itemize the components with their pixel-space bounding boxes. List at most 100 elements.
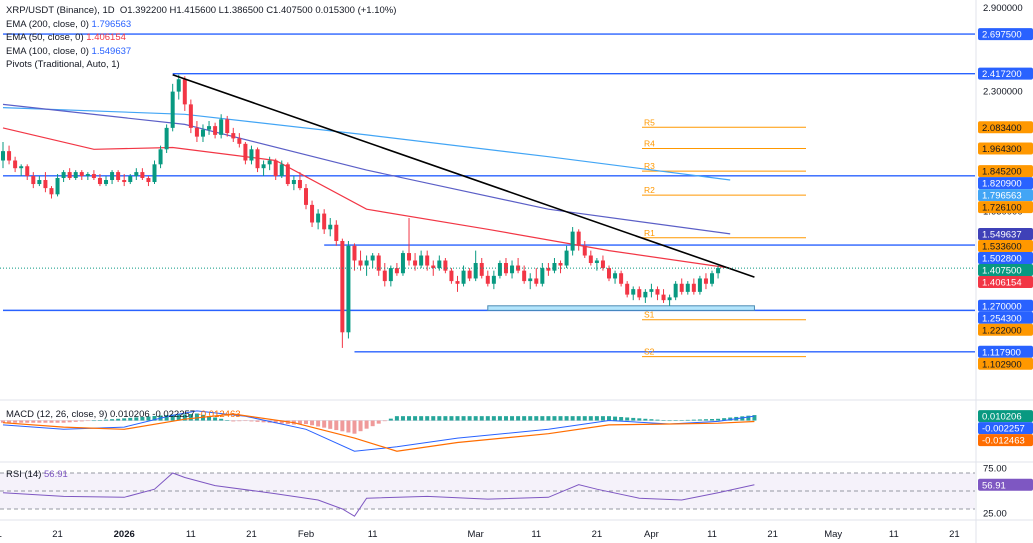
macd-histogram-bar: [625, 417, 630, 421]
candle-body: [685, 283, 690, 292]
macd-histogram-bar: [370, 420, 375, 427]
price-badge-label: 1.533600: [982, 242, 1022, 253]
macd-histogram-bar: [231, 420, 236, 422]
candle-body: [503, 263, 508, 274]
macd-histogram-bar: [407, 416, 412, 421]
symbol-row: XRP/USDT (Binance), 1D O1.392200 H1.4156…: [6, 4, 396, 18]
candle-body: [322, 213, 327, 230]
macd-histogram-bar: [243, 420, 248, 422]
pivots-row[interactable]: Pivots (Traditional, Auto, 1): [6, 58, 396, 72]
macd-histogram-bar: [97, 420, 102, 421]
candle-body: [546, 268, 551, 271]
macd-badge-label: -0.012463: [982, 436, 1025, 447]
macd-line: [2, 410, 755, 452]
macd-histogram-bar: [334, 420, 339, 431]
macd-histogram-bar: [213, 417, 218, 421]
macd-histogram-bar: [116, 418, 121, 421]
macd-histogram-bar: [352, 420, 357, 434]
ema100-row[interactable]: EMA (100, close, 0) 1.549637: [6, 45, 396, 59]
rsi-badge: [978, 478, 1033, 491]
candle-body: [213, 126, 218, 135]
macd-histogram-bar: [558, 416, 563, 421]
signal-line: [2, 413, 755, 452]
ohlc-values: O1.392200 H1.415600 L1.386500 C1.407500 …: [119, 5, 397, 16]
macd-histogram-bar: [419, 416, 424, 421]
candle-body: [655, 289, 660, 295]
time-tick-label: May: [824, 529, 842, 540]
price-badge: [978, 299, 1033, 312]
candle-body: [188, 104, 193, 128]
candle-body: [443, 260, 448, 271]
macd-histogram-bar: [661, 420, 666, 421]
macd-histogram-bar: [497, 416, 502, 421]
candle-body: [140, 172, 145, 179]
candle-body: [582, 245, 587, 256]
ema50-row[interactable]: EMA (50, close, 0) 1.406154: [6, 31, 396, 45]
macd-histogram-bar: [31, 420, 36, 423]
ema200-row[interactable]: EMA (200, close, 0) 1.796563: [6, 18, 396, 32]
candle-body: [661, 294, 666, 301]
ema200-label: EMA (200, close, 0): [6, 18, 89, 30]
candle-body: [631, 289, 636, 295]
rsi-label: RSI (14): [6, 469, 42, 480]
candle-body: [370, 255, 375, 261]
macd-pane[interactable]: [0, 410, 757, 452]
price-badge: [978, 357, 1033, 370]
price-badge-label: 1.407500: [982, 266, 1022, 277]
symbol-title[interactable]: XRP/USDT (Binance), 1D: [6, 5, 115, 16]
candle-body: [291, 180, 296, 185]
macd-histogram-bar: [576, 416, 581, 421]
rsi-tick-label: 25.00: [983, 509, 1007, 520]
price-badge-label: 1.964300: [982, 144, 1022, 155]
candle-body: [613, 273, 618, 279]
macd-histogram-bar: [582, 416, 587, 421]
macd-histogram-bar: [13, 420, 18, 423]
macd-badge-label: 0.010206: [982, 412, 1022, 423]
candle-body: [449, 270, 454, 282]
candle-body: [261, 164, 266, 169]
rsi-legend[interactable]: RSI (14) 56.91: [6, 469, 68, 480]
candle-body: [19, 166, 24, 169]
macd-histogram-bar: [164, 415, 169, 421]
candle-body: [328, 224, 333, 230]
time-tick-label: 11: [889, 529, 899, 540]
candle-body: [703, 278, 708, 284]
macd-histogram-bar: [358, 420, 363, 432]
macd-histogram-bar: [128, 417, 133, 421]
macd-histogram-bar: [667, 420, 672, 422]
candle-body: [364, 260, 369, 266]
price-pane[interactable]: R5 R4 R3 R2 R1 S1 S2: [0, 33, 975, 358]
macd-histogram-bar: [655, 419, 660, 421]
macd-histogram-bar: [594, 416, 599, 421]
rsi-pane[interactable]: [0, 472, 975, 517]
macd-histogram-bar: [340, 420, 345, 432]
candle-body: [710, 273, 715, 284]
macd-histogram-bar: [316, 420, 321, 427]
candle-body: [716, 268, 721, 274]
price-badge: [978, 189, 1033, 202]
candle-body: [697, 278, 702, 292]
candle-body: [25, 166, 30, 177]
candle-body: [219, 119, 224, 135]
macd-legend[interactable]: MACD (12, 26, close, 9) 0.010206 -0.0222…: [6, 409, 241, 420]
price-badge-label: 1.270000: [982, 301, 1022, 312]
candle-body: [431, 265, 436, 269]
hist-value: -0.012463: [197, 409, 241, 420]
candle-body: [334, 224, 339, 241]
macd-histogram-bar: [673, 420, 678, 421]
time-tick-label: Mar: [467, 529, 483, 540]
candle-body: [279, 164, 284, 177]
macd-histogram-bar: [461, 416, 466, 421]
price-badge-label: 2.083400: [982, 123, 1022, 134]
candle-body: [182, 79, 187, 105]
price-badge-label: 1.102900: [982, 359, 1022, 370]
price-badge-label: 1.502800: [982, 254, 1022, 265]
macd-histogram-bar: [207, 416, 212, 421]
macd-histogram-bar: [104, 419, 109, 421]
macd-histogram-bar: [388, 418, 393, 421]
macd-histogram-bar: [479, 416, 484, 421]
candle-body: [455, 281, 460, 284]
signal-value: -0.022257: [152, 409, 196, 420]
